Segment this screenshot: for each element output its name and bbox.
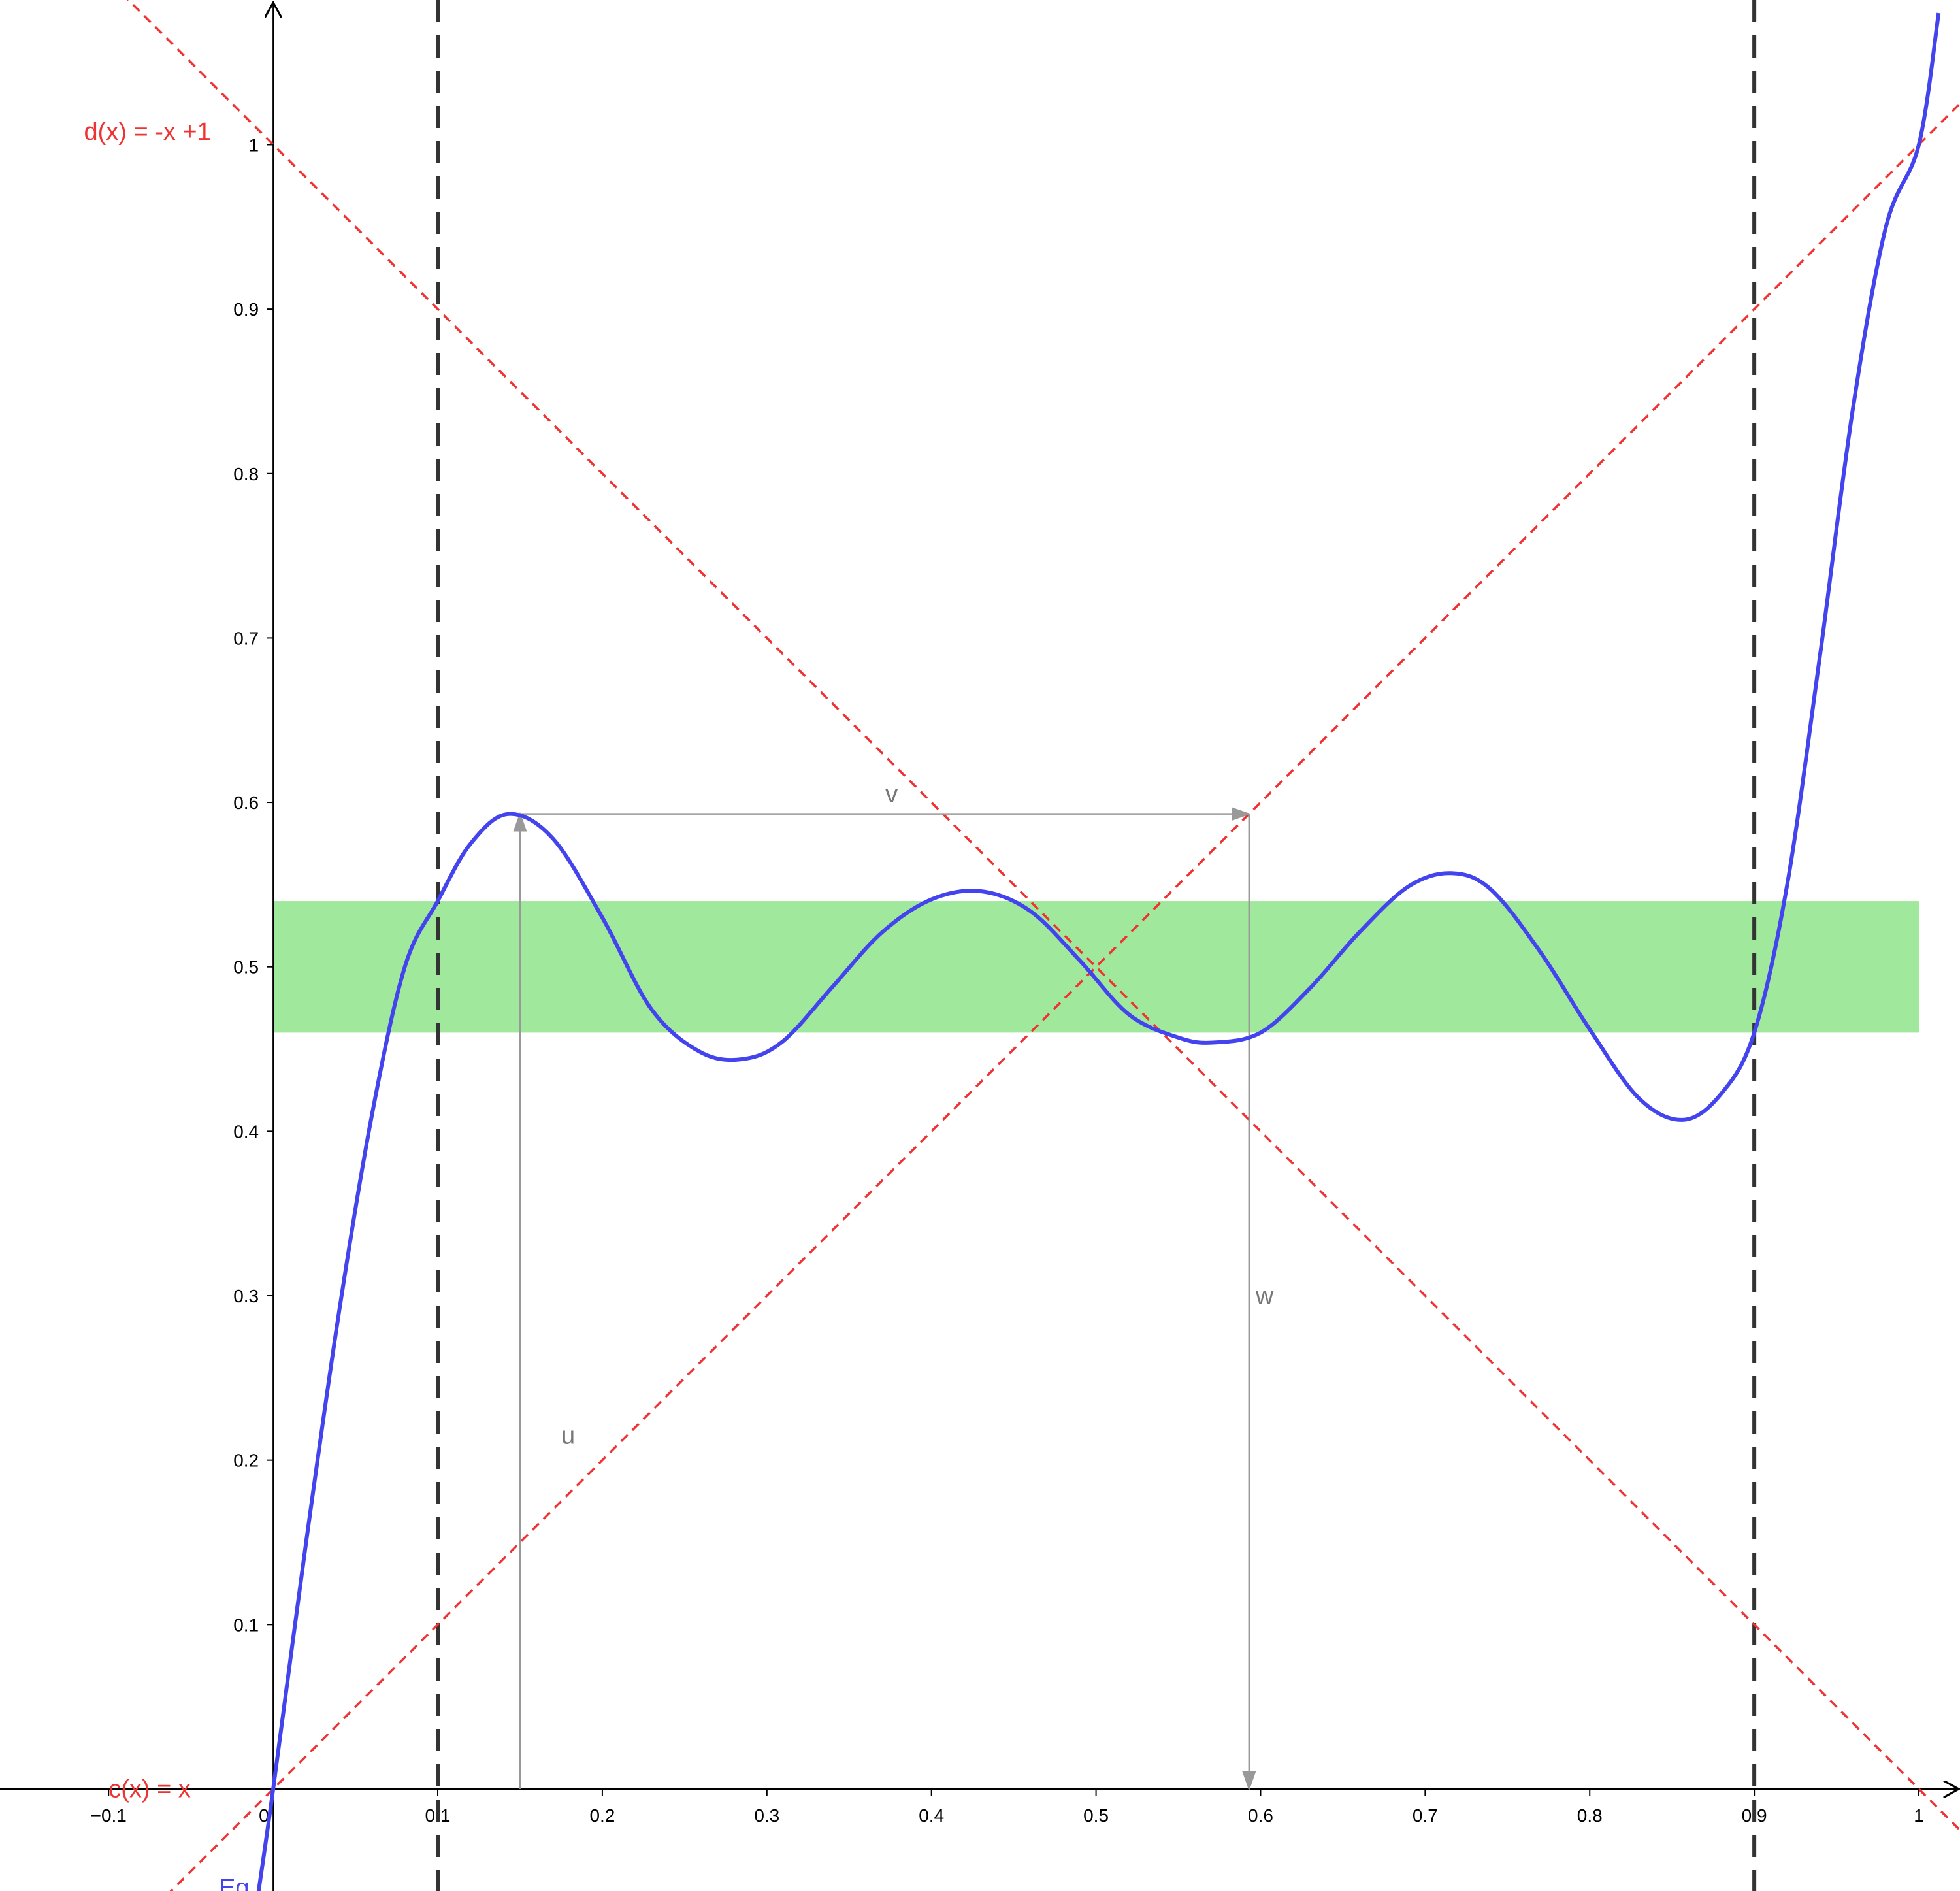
- x-tick-label: 0.5: [1083, 1805, 1109, 1826]
- y-tick-label: 0.1: [233, 1615, 259, 1635]
- tolerance-band: [273, 901, 1919, 1033]
- vector-label: v: [885, 781, 898, 808]
- y-tick-label: 0.7: [233, 628, 259, 648]
- vector-label: u: [561, 1422, 575, 1450]
- reference-line-label: c(x) = x: [108, 1776, 191, 1803]
- x-tick-label: 0.2: [589, 1805, 615, 1826]
- reference-line: [126, 0, 1960, 1832]
- series-curve: [256, 12, 1941, 1891]
- y-tick-label: 0.6: [233, 793, 259, 813]
- y-tick-label: 0.8: [233, 464, 259, 484]
- y-tick-label: 1: [249, 135, 259, 155]
- y-tick-label: 0.4: [233, 1121, 259, 1142]
- curve-layer: [256, 12, 1941, 1891]
- x-tick-label: 0: [259, 1805, 269, 1826]
- y-tick-label: 0.3: [233, 1286, 259, 1306]
- x-tick-label: 0.7: [1413, 1805, 1438, 1826]
- band-layer: [273, 901, 1919, 1033]
- series-label: Eq: [219, 1875, 249, 1891]
- labels-layer: c(x) = x d(x) = -x +1 u v w Eq: [84, 118, 1273, 1891]
- x-tick-label: 1: [1914, 1805, 1924, 1826]
- x-tick-label: 0.3: [754, 1805, 779, 1826]
- axes-layer: −0.100.10.20.30.40.50.60.70.80.910.10.20…: [0, 3, 1959, 1891]
- y-tick-label: 0.9: [233, 299, 259, 320]
- y-tick-label: 0.2: [233, 1451, 259, 1471]
- reference-line-label: d(x) = -x +1: [84, 118, 210, 146]
- x-tick-label: −0.1: [91, 1805, 127, 1826]
- x-tick-label: 0.4: [919, 1805, 944, 1826]
- x-tick-label: 0.8: [1577, 1805, 1603, 1826]
- x-tick-label: 0.6: [1248, 1805, 1273, 1826]
- vectors-layer: [513, 807, 1256, 1791]
- reference-line: [169, 103, 1960, 1891]
- y-tick-label: 0.5: [233, 957, 259, 978]
- vector-label: w: [1255, 1283, 1274, 1310]
